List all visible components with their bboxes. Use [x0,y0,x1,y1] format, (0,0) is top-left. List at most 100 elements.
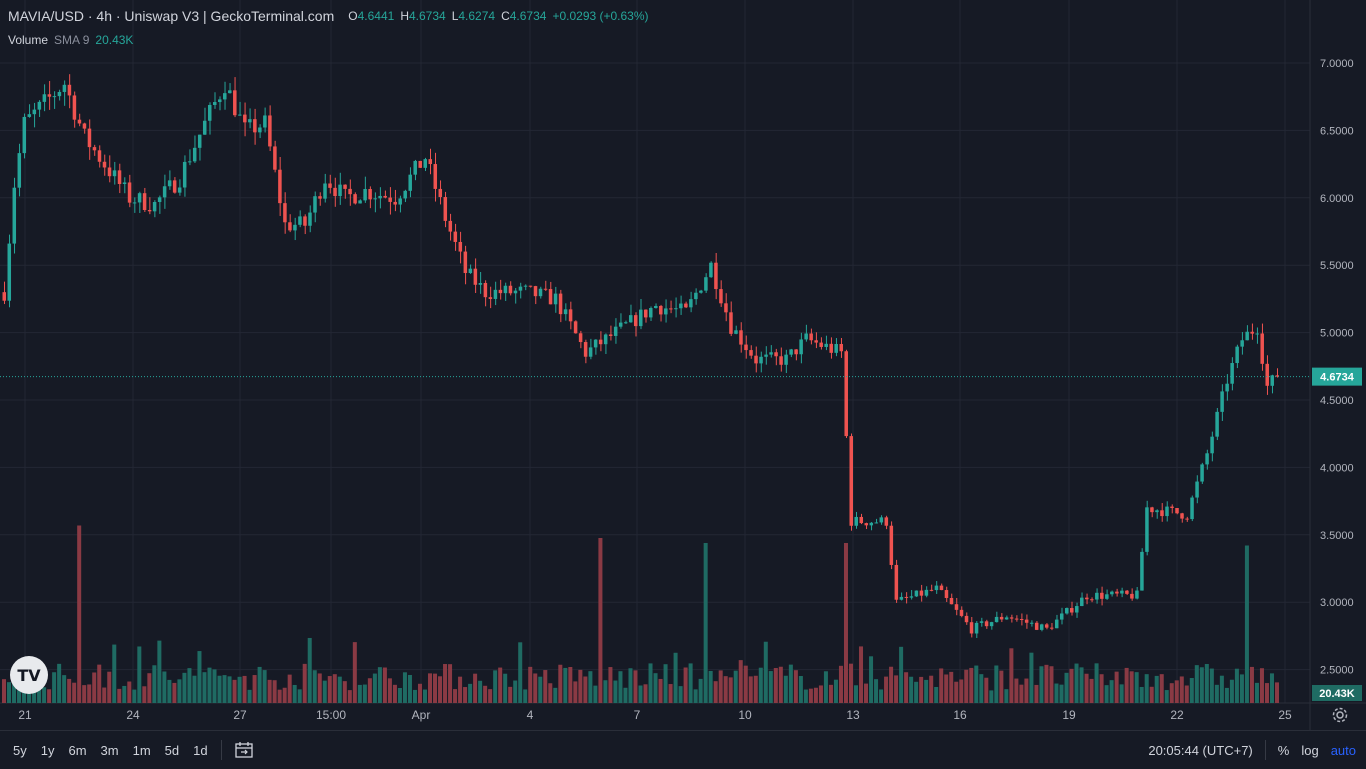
volume-bar [362,684,367,703]
range-6m-button[interactable]: 6m [68,742,87,758]
range-1y-button[interactable]: 1y [40,742,55,758]
candle-body [799,339,803,355]
volume-bar [202,672,207,703]
candle-body [408,174,412,191]
volume-bar [67,678,72,703]
time-tick-label: 24 [126,708,140,722]
volume-bar [879,689,884,703]
candle-body [157,197,162,202]
volume-bar [347,690,352,703]
volume-bar [82,685,87,703]
symbol-title[interactable]: MAVIA/USD · 4h · Uniswap V3 | GeckoTermi… [8,8,335,24]
range-5y-button[interactable]: 5y [13,742,27,758]
volume-bar [608,667,613,703]
candle-body [644,309,648,318]
volume-bar [458,676,463,703]
volume-bar [1119,684,1124,703]
volume-bar [7,682,12,703]
volume-bar [909,676,914,703]
candle-body [654,305,658,309]
range-selector: 5y 1y 6m 3m 1m 5d 1d [6,739,215,762]
time-tick-label: Apr [412,708,431,722]
volume-bar [257,666,262,703]
candle-body [428,159,433,165]
volume-bar [563,667,568,703]
volume-bar [919,676,924,703]
range-1d-button[interactable]: 1d [193,742,208,758]
time-tick-label: 16 [953,708,967,722]
volume-bar [478,680,483,703]
candle-body [538,288,543,297]
volume-bar [152,665,157,703]
volume-bar [548,683,553,703]
volume-bar [1009,648,1014,703]
volume-bar [949,671,954,703]
candle-body [12,187,17,244]
candle-body [969,622,974,634]
volume-bar [1259,668,1264,703]
candle-body [1190,497,1194,520]
tradingview-logo[interactable]: TV [10,656,48,694]
volume-bar [157,640,162,703]
volume-bar [1234,668,1239,703]
candle-body [704,277,708,291]
candle-body [92,147,97,151]
volume-value: 20.43K [95,33,134,47]
time-tick-label: 21 [18,708,32,722]
candle-body [1250,331,1254,334]
auto-scale-toggle[interactable]: auto [1330,742,1356,758]
volume-bar [1239,674,1244,703]
volume-bar [122,685,127,703]
candle-body [57,91,62,97]
volume-bar [102,687,107,703]
candle-body [152,201,157,212]
candle-body [518,286,523,291]
candle-body [142,193,147,210]
candle-body [954,604,959,610]
volume-bar [1224,687,1229,703]
candle-body [37,101,42,110]
range-1m-button[interactable]: 1m [132,742,151,758]
calendar-range-icon[interactable] [232,738,256,762]
candle-body [1019,619,1024,621]
gear-icon[interactable] [1330,705,1350,725]
candle-body [393,201,397,205]
volume-bar [553,687,558,703]
volume-bar [899,646,904,703]
candle-body [513,290,518,294]
volume-bar [252,675,257,703]
volume-label: Volume [8,33,49,47]
candle-body [1075,606,1079,613]
volume-bar [1199,667,1204,703]
range-5d-button[interactable]: 5d [164,742,180,758]
candle-body [528,285,533,287]
candle-body [649,308,653,318]
last-price-label: 4.6734 [1320,372,1355,384]
candle-body [22,116,27,154]
candle-body [1195,481,1199,498]
volume-bar [1074,663,1079,703]
volume-bar [92,672,97,703]
range-3m-button[interactable]: 3m [100,742,119,758]
candle-body [102,161,107,168]
candle-body [608,334,613,336]
volume-bar [528,666,533,703]
open-value: 4.6441 [357,9,395,23]
volume-bar [1174,680,1179,703]
candle-body [809,333,813,341]
volume-bar [613,680,618,703]
candle-body [583,342,588,357]
candle-body [72,95,77,120]
volume-bar [488,689,493,703]
candle-body [533,286,538,297]
candle-body [1115,591,1119,594]
volume-bar [77,525,82,703]
volume-legend[interactable]: Volume SMA 9 20.43K [8,33,133,47]
volume-bar [833,679,838,703]
timezone-clock[interactable]: 20:05:44 (UTC+7) [1148,742,1253,758]
percent-scale-toggle[interactable]: % [1277,742,1290,758]
candle-body [7,243,12,301]
log-scale-toggle[interactable]: log [1301,742,1319,758]
candle-body [1070,608,1074,613]
